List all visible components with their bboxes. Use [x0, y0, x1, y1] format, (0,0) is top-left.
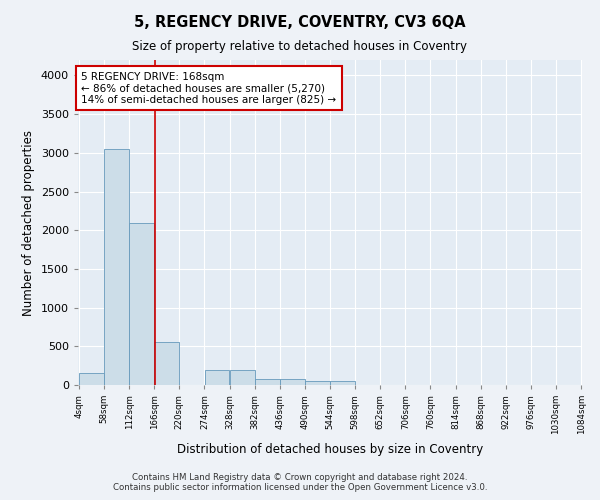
Bar — [255, 379, 280, 385]
X-axis label: Distribution of detached houses by size in Coventry: Distribution of detached houses by size … — [177, 442, 483, 456]
Text: 5 REGENCY DRIVE: 168sqm
← 86% of detached houses are smaller (5,270)
14% of semi: 5 REGENCY DRIVE: 168sqm ← 86% of detache… — [81, 72, 337, 105]
Y-axis label: Number of detached properties: Number of detached properties — [22, 130, 35, 316]
Bar — [129, 222, 154, 385]
Bar — [154, 342, 179, 385]
Bar — [330, 381, 355, 385]
Bar — [305, 381, 330, 385]
Bar — [104, 149, 129, 385]
Text: 5, REGENCY DRIVE, COVENTRY, CV3 6QA: 5, REGENCY DRIVE, COVENTRY, CV3 6QA — [134, 15, 466, 30]
Text: Size of property relative to detached houses in Coventry: Size of property relative to detached ho… — [133, 40, 467, 53]
Bar — [79, 374, 104, 385]
Bar — [280, 379, 305, 385]
Bar — [230, 370, 254, 385]
Text: Contains HM Land Registry data © Crown copyright and database right 2024.
Contai: Contains HM Land Registry data © Crown c… — [113, 473, 487, 492]
Bar — [205, 370, 229, 385]
